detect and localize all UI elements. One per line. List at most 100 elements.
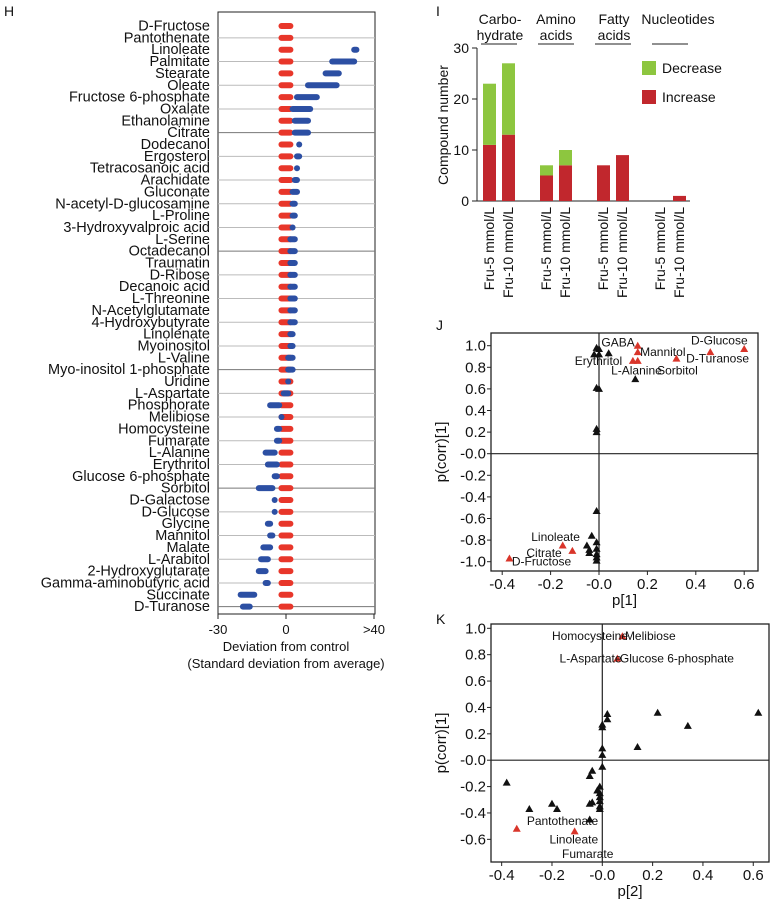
compound-label: L-Threonine <box>132 291 210 307</box>
panel-letter: H <box>4 3 14 19</box>
point-black <box>595 793 604 801</box>
compound-label: Pantothenate <box>124 30 210 46</box>
point-label: Melibiose <box>625 629 676 643</box>
group-label: Fatty <box>598 11 629 27</box>
x-axis-label: (Standard deviation from average) <box>187 656 384 671</box>
point-black <box>595 344 603 352</box>
bar-decrease <box>540 165 553 176</box>
x-category-label: Fru-10 mmol/L <box>557 207 573 298</box>
compound-label: Linoleate <box>151 42 210 58</box>
point-black <box>633 743 642 751</box>
y-tick-label: 1.0 <box>465 620 486 637</box>
compound-label: Gluconate <box>144 184 210 200</box>
plot-frame <box>490 332 759 572</box>
point-label: Sorbitol <box>657 364 698 378</box>
compound-label: Glycine <box>162 516 210 532</box>
compound-label: Glucose 6-phosphate <box>72 469 210 485</box>
point-black <box>598 744 607 752</box>
x-tick-label: 0.4 <box>685 576 706 593</box>
point-black <box>595 782 604 790</box>
x-tick-label: 0.2 <box>642 867 663 884</box>
point-red <box>706 348 715 356</box>
point-label: Linoleate <box>549 832 598 846</box>
point-label: Linoleate <box>531 530 580 544</box>
compound-label: Myoinositol <box>137 338 210 354</box>
bar-increase <box>597 165 610 201</box>
x-category-label: Fru-10 mmol/L <box>614 207 630 298</box>
point-black <box>587 531 596 539</box>
y-tick-label: 0.4 <box>465 403 486 420</box>
y-tick-label: 1.0 <box>465 338 486 355</box>
bar-increase <box>540 175 553 201</box>
y-tick-label: 0.6 <box>465 381 486 398</box>
x-category-label: Fru-5 mmol/L <box>652 207 668 290</box>
compound-label: Oleate <box>167 78 210 94</box>
point-red <box>633 348 642 356</box>
compound-label: Decanoic acid <box>119 279 210 295</box>
group-label-line2: hydrate <box>477 27 524 43</box>
point-black <box>588 766 597 774</box>
compound-label: Tetracosanoic acid <box>90 161 210 177</box>
point-black <box>603 710 612 718</box>
x-tick-label: -0.4 <box>489 576 515 593</box>
point-black <box>588 798 597 806</box>
x-tick-label: -0.2 <box>539 867 565 884</box>
group-label: Nucleotides <box>641 11 714 27</box>
point-black <box>598 762 607 770</box>
y-tick-label: 30 <box>453 40 469 56</box>
y-tick-label: 0.8 <box>465 359 486 376</box>
y-tick-label: -0.2 <box>460 467 486 484</box>
point-red <box>570 827 579 835</box>
x-tick-label: 0 <box>282 622 289 637</box>
x-tick-label: 0.4 <box>693 867 714 884</box>
point-label: Pantothenate <box>527 814 599 828</box>
point-black <box>502 778 511 786</box>
compound-label: Erythritol <box>153 457 210 473</box>
bar-increase <box>673 195 686 201</box>
point-black <box>592 506 601 514</box>
x-category-label: Fru-5 mmol/L <box>481 207 497 290</box>
compound-label: Fructose 6-phosphate <box>69 90 210 106</box>
panel-letter: I <box>436 3 440 19</box>
compound-label: Octadecanol <box>129 244 210 260</box>
point-red <box>618 632 627 640</box>
bar-increase <box>502 134 515 201</box>
point-label: D-Glucose <box>691 333 748 347</box>
y-tick-label: 0.2 <box>465 726 486 743</box>
compound-label: 4-Hydroxybutyrate <box>92 315 210 331</box>
point-black <box>653 708 662 716</box>
legend-swatch-decrease <box>642 61 656 75</box>
compound-label: D-Galactose <box>129 493 210 509</box>
point-black <box>595 384 603 392</box>
point-red <box>740 344 749 352</box>
x-category-label: Fru-5 mmol/L <box>595 207 611 290</box>
point-label: Citrate <box>526 546 562 560</box>
x-category-label: Fru-5 mmol/L <box>538 207 554 290</box>
point-black <box>592 556 601 564</box>
compound-label: Arachidate <box>141 173 210 189</box>
point-black <box>683 721 692 729</box>
compound-label: Palmitate <box>150 54 210 70</box>
point-label: D-Turanose <box>686 352 749 366</box>
x-category-label: Fru-10 mmol/L <box>500 207 516 298</box>
compound-label: Ethanolamine <box>121 113 210 129</box>
legend-label: Increase <box>662 89 716 105</box>
point-red <box>505 554 514 562</box>
compound-label: Stearate <box>155 66 210 82</box>
compound-label: D-Fructose <box>138 19 210 35</box>
compound-label: Homocysteine <box>118 421 210 437</box>
point-label: L-Alanine <box>611 364 662 378</box>
point-black <box>592 544 601 552</box>
compound-label: 2-Hydroxyglutarate <box>88 564 211 580</box>
y-tick-label: -0.2 <box>460 779 486 796</box>
y-tick-label: -0.4 <box>460 805 486 822</box>
group-label-line2: acids <box>598 27 631 43</box>
legend-label: Decrease <box>662 60 722 76</box>
point-black <box>598 720 607 728</box>
point-black <box>547 799 556 807</box>
y-tick-label: 0.6 <box>465 673 486 690</box>
compound-label: Dodecanol <box>141 137 210 153</box>
compound-label: Citrate <box>167 125 210 141</box>
